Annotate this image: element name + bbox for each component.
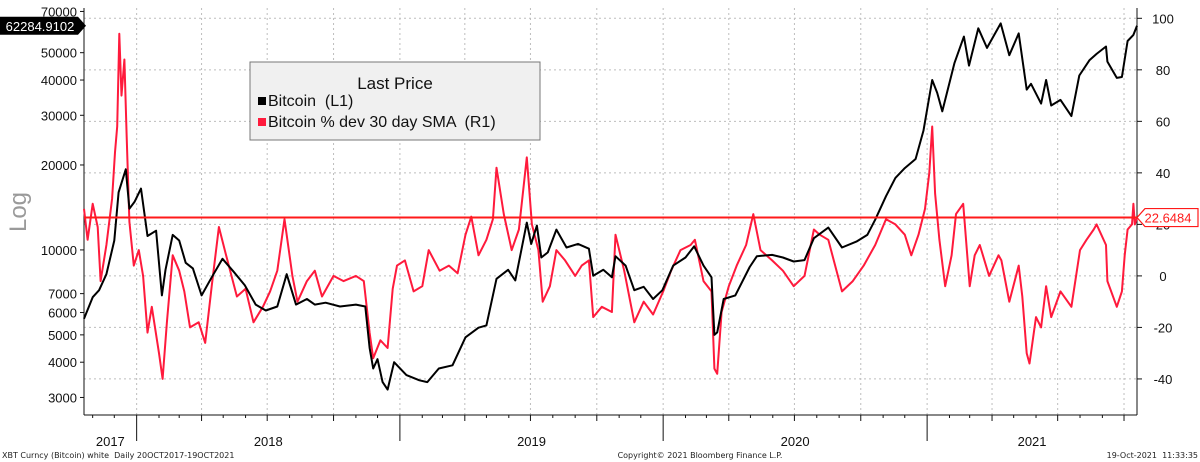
left-tick-label: 10000 [41,243,77,258]
left-tick-label: 70000 [41,4,77,19]
legend: Last Price Bitcoin (L1) Bitcoin % dev 30… [249,61,541,141]
x-year-label: 2018 [254,434,283,449]
x-year-label: 2017 [96,434,125,449]
series-layer [83,22,1138,391]
right-tick-label: 80 [1156,63,1170,78]
x-year-label: 2019 [517,434,546,449]
last-value-flags: 62284.9102 22.6484 [0,16,1199,228]
left-tick-label: 5000 [48,328,77,343]
x-year-label: 2021 [1018,434,1047,449]
legend-box [249,61,541,141]
legend-entry-bitcoin: Bitcoin (L1) [268,93,353,110]
right-last-value-label: 22.6484 [1145,211,1192,226]
left-axis-ticks: 70000 50000 40000 30000 20000 10000 7000 6000 50… [41,4,84,405]
x-axis-ticks: 2017 2018 2019 2020 2021 [92,415,1125,449]
footer-copyright: Copyright© 2021 Bloomberg Finance L.P. [618,451,783,460]
series-line-bitcoin [83,22,1138,391]
series-line-deviation [83,32,1138,380]
right-tick-label: 40 [1156,166,1170,181]
footer-security: XBT Curncy (Bitcoin) white Daily 20OCT20… [2,451,234,460]
left-tick-label: 3000 [48,390,77,405]
footer: XBT Curncy (Bitcoin) white Daily 20OCT20… [2,451,1198,460]
left-tick-label: 7000 [48,287,77,302]
x-year-label: 2020 [781,434,810,449]
right-last-value-flag [1136,207,1199,228]
legend-swatch-bitcoin [258,97,266,105]
left-last-value-flag [0,16,86,35]
legend-entry-deviation: Bitcoin % dev 30 day SMA (R1) [268,114,496,131]
right-tick-label: 100 [1152,11,1174,26]
left-tick-label: 6000 [48,306,77,321]
footer-timestamp: 19-Oct-2021 11:33:35 [1107,451,1198,460]
right-tick-label: 0 [1159,269,1166,284]
left-axis-title: Log [5,192,32,232]
left-tick-label: 30000 [41,108,77,123]
left-tick-label: 40000 [41,73,77,88]
legend-swatch-deviation [258,118,266,126]
left-tick-label: 50000 [41,46,77,61]
right-tick-label: -40 [1154,372,1173,387]
right-tick-label: 60 [1156,114,1170,129]
left-tick-label: 4000 [48,355,77,370]
left-tick-label: 20000 [41,158,77,173]
right-tick-label: -20 [1154,320,1173,335]
legend-title: Last Price [357,74,433,93]
left-last-value-label: 62284.9102 [6,19,75,34]
